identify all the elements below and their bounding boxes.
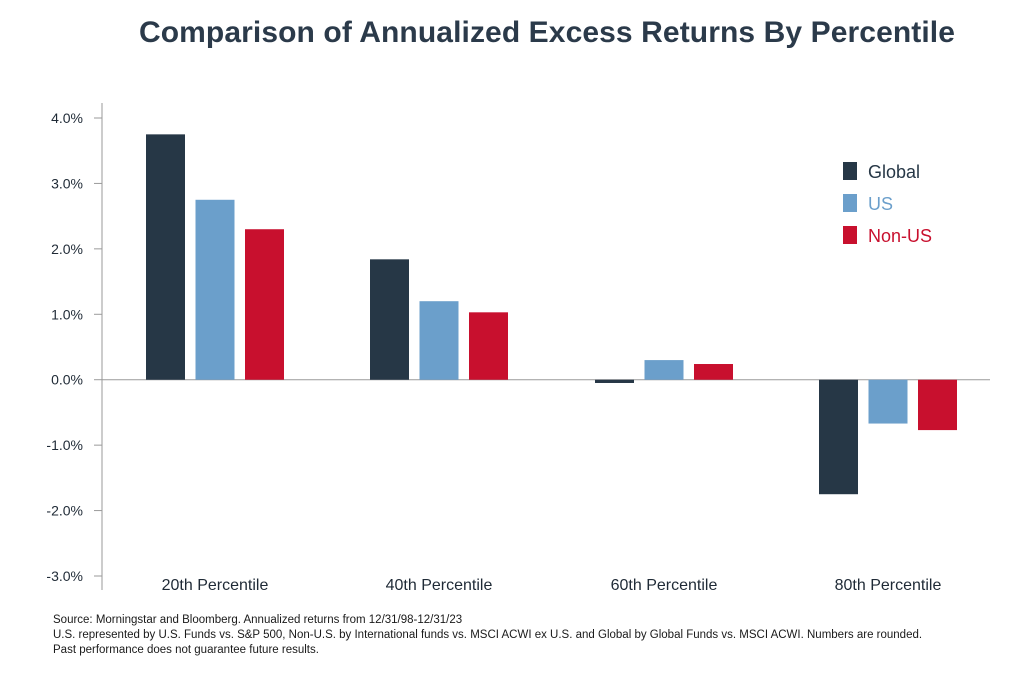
y-tick-label: 4.0%: [51, 110, 83, 126]
y-tick-label: -1.0%: [46, 437, 83, 453]
footnotes: Source: Morningstar and Bloomberg. Annua…: [53, 613, 1013, 658]
y-tick-label: -3.0%: [46, 568, 83, 584]
chart-title: Comparison of Annualized Excess Returns …: [138, 16, 956, 49]
bar-global-2: [370, 259, 409, 380]
bar-non-us-2: [469, 312, 508, 380]
y-tick-label: 0.0%: [51, 372, 83, 388]
legend-label-us: US: [868, 194, 893, 214]
bar-non-us-1: [245, 229, 284, 380]
legend-label-non-us: Non-US: [868, 226, 932, 246]
bar-us-1: [195, 199, 235, 380]
y-tick-label: 1.0%: [51, 306, 83, 322]
bar-global-1: [146, 134, 185, 380]
legend-swatch-non-us: [843, 226, 857, 244]
y-tick-label: 3.0%: [51, 175, 83, 191]
x-category-label: 60th Percentile: [611, 577, 718, 594]
disclaimer-note: Past performance does not guarantee futu…: [53, 644, 319, 656]
bar-global-3: [595, 379, 634, 383]
bar-non-us-3: [694, 364, 733, 380]
legend-label-global: Global: [868, 162, 920, 182]
source-note: Source: Morningstar and Bloomberg. Annua…: [53, 614, 463, 626]
legend: Global US Non-US: [843, 162, 932, 246]
legend-swatch-us: [843, 194, 857, 212]
methodology-note: U.S. represented by U.S. Funds vs. S&P 5…: [53, 629, 923, 641]
y-tick-label: 2.0%: [51, 241, 83, 257]
x-category-label: 20th Percentile: [162, 577, 269, 594]
bar-us-4: [868, 379, 908, 424]
legend-swatch-global: [843, 162, 857, 180]
bar-global-4: [819, 379, 858, 495]
y-tick-label: -2.0%: [46, 503, 83, 519]
bar-us-3: [644, 360, 684, 380]
bar-us-2: [419, 301, 459, 380]
bars-layer: [146, 134, 957, 495]
bar-chart: 4.0% 3.0% 2.0% 1.0% 0.0% -1.0% -2.0% -3.0% 20th …: [46, 103, 990, 594]
bar-non-us-4: [918, 379, 957, 431]
x-category-label: 80th Percentile: [835, 577, 942, 594]
labels-layer: 4.0% 3.0% 2.0% 1.0% 0.0% -1.0% -2.0% -3.0% 20th …: [46, 110, 941, 594]
x-category-label: 40th Percentile: [386, 577, 493, 594]
